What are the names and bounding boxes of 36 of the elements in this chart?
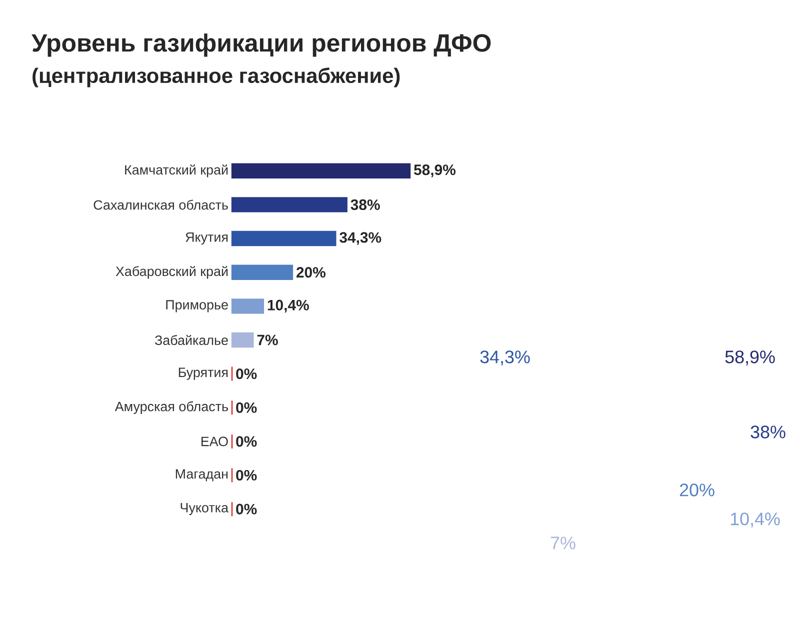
data-label: 0%: [236, 470, 257, 481]
bar: [231, 332, 254, 348]
data-label: 0%: [236, 436, 257, 447]
y-tick-label: Сахалинская область: [94, 200, 228, 210]
data-label: 20%: [296, 267, 326, 278]
y-tick-label: ЕАО: [201, 436, 228, 446]
y-tick-label: Забайкалье: [154, 334, 228, 346]
chart-title: Уровень газификации регионов ДФО: [32, 34, 491, 57]
data-label: 34,3%: [340, 232, 382, 245]
chart-subtitle: (централизованное газоснабжение): [32, 68, 400, 88]
y-tick-label: Приморье: [166, 300, 228, 312]
data-label: 0%: [236, 504, 257, 514]
y-tick-label: Амурская область: [114, 401, 228, 414]
bar: [231, 264, 294, 280]
text: 38%: [750, 426, 786, 438]
text: 10,4%: [730, 512, 780, 528]
data-label: 10,4%: [268, 300, 309, 313]
bar: [231, 197, 348, 212]
data-label: 0%: [236, 368, 257, 380]
data-label: 38%: [350, 199, 380, 210]
y-tick-label: Магадан: [176, 469, 228, 482]
y-tick-label: Бурятия: [178, 368, 228, 380]
text: 7%: [550, 536, 576, 550]
y-tick-label: Камчатский край: [125, 164, 228, 178]
y-tick-label: Хабаровский край: [116, 266, 228, 279]
data-label: 0%: [236, 402, 257, 413]
text: 34,3%: [480, 350, 530, 366]
bar: [231, 163, 411, 178]
text: 58,9%: [725, 350, 775, 366]
data-label: 58,9%: [414, 164, 456, 178]
bar: [231, 230, 336, 246]
y-tick-label: Чукотка: [180, 503, 229, 516]
data-label: 7%: [257, 334, 278, 346]
text: 20%: [680, 484, 714, 496]
bar: [231, 298, 264, 314]
y-tick-label: Якутия: [186, 232, 228, 245]
